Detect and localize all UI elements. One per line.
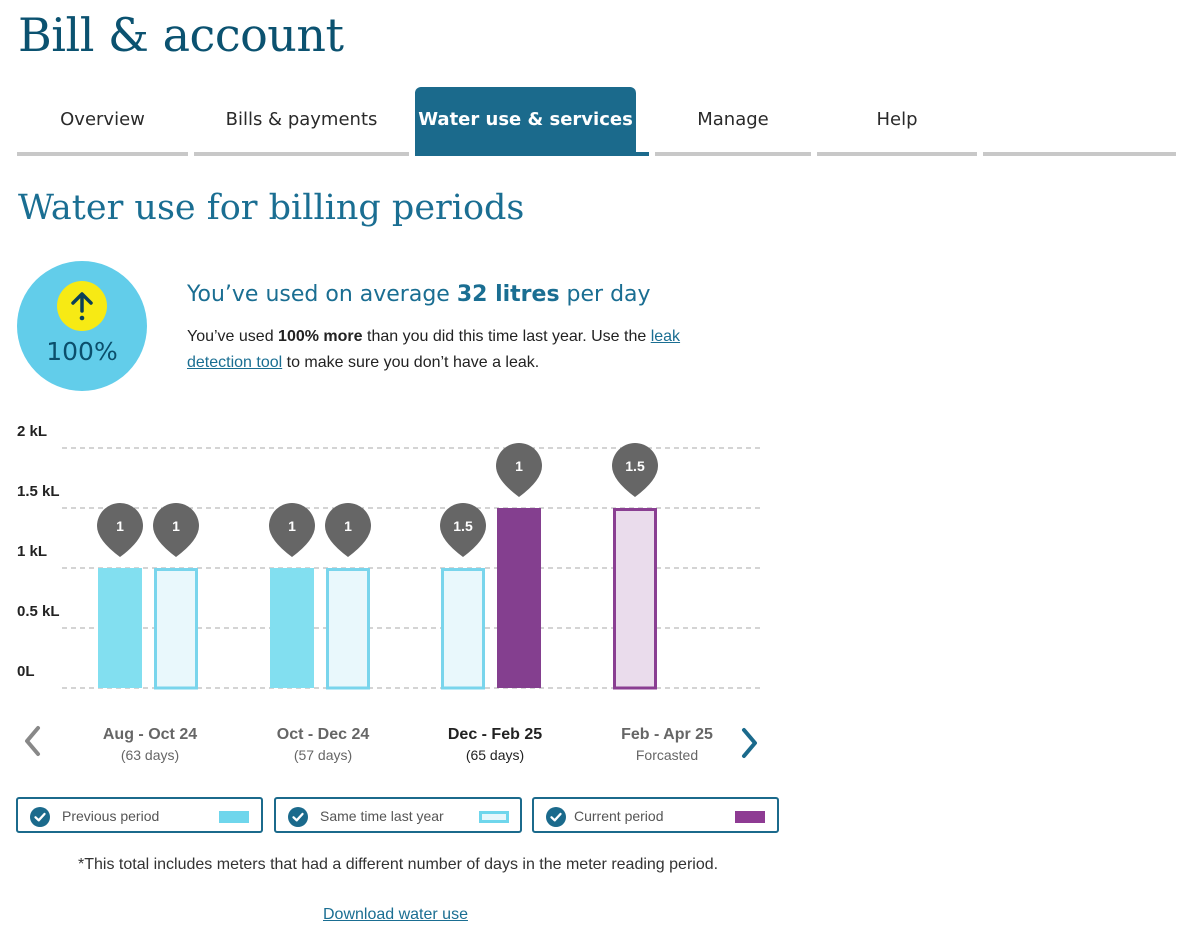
bar-same-time-last-year xyxy=(441,568,485,690)
avg-prefix: You’ve used on average xyxy=(187,282,457,307)
compare-middle: than you did this time last year. Use th… xyxy=(362,328,651,345)
period-label-dec-feb: Dec - Feb 25 xyxy=(447,726,543,743)
bar-previous-period xyxy=(98,568,142,688)
y-tick-label: 2 kL xyxy=(17,423,47,440)
tab-bar: Overview Bills & payments Water use & se… xyxy=(0,86,1181,156)
value-marker xyxy=(496,443,542,497)
y-tick-label: 1 kL xyxy=(17,543,47,560)
chevron-right-icon xyxy=(742,728,757,758)
period-label-aug-oct: Aug - Oct 24 xyxy=(102,726,198,743)
compare-prefix: You’ve used xyxy=(187,328,279,345)
bar-same-time-last-year xyxy=(154,568,198,690)
legend-label: Current period xyxy=(574,808,664,824)
avg-value: 32 litres xyxy=(456,282,560,307)
data-label: 1 xyxy=(344,518,352,534)
page-title: Bill & account xyxy=(18,8,344,62)
tab-manage[interactable]: Manage xyxy=(655,86,811,156)
value-marker xyxy=(612,443,658,497)
value-marker xyxy=(325,503,371,557)
legend-swatch-current xyxy=(735,811,765,823)
period-label-feb-apr: Feb - Apr 25 xyxy=(621,726,713,743)
y-tick-label: 0.5 kL xyxy=(17,603,60,620)
tab-overview[interactable]: Overview xyxy=(17,86,188,156)
usage-change-badge: 100% xyxy=(17,261,147,391)
bar-same-time-last-year xyxy=(326,568,370,690)
period-days-aug-oct: (63 days) xyxy=(120,747,180,763)
download-water-use-link[interactable]: Download water use xyxy=(323,906,468,923)
legend-label: Previous period xyxy=(62,808,160,824)
section-title: Water use for billing periods xyxy=(18,188,525,228)
legend-swatch-previous xyxy=(219,811,249,823)
y-tick-label: 1.5 kL xyxy=(17,483,60,500)
period-label-oct-dec: Oct - Dec 24 xyxy=(276,726,370,743)
period-days-dec-feb: (65 days) xyxy=(465,747,525,763)
data-label: 1 xyxy=(172,518,180,534)
data-label: 1.5 xyxy=(625,458,645,474)
legend-previous-period[interactable]: Previous period xyxy=(16,797,263,833)
bar-current-period xyxy=(497,508,541,688)
data-label: 1.5 xyxy=(453,518,473,534)
arrow-up-icon xyxy=(57,281,107,331)
compare-suffix: to make sure you don’t have a leak. xyxy=(282,354,540,371)
bar-previous-period xyxy=(270,568,314,688)
compare-bold: 100% more xyxy=(278,328,363,345)
leak-detection-link[interactable]: leak detection tool xyxy=(187,328,681,371)
check-icon xyxy=(546,807,566,827)
data-label: 1 xyxy=(116,518,124,534)
value-marker xyxy=(153,503,199,557)
check-icon xyxy=(288,807,308,827)
tab-spacer xyxy=(983,86,1176,156)
period-forecast-label: Forcasted xyxy=(635,747,699,763)
average-usage-heading: You’ve used on average 32 litres per day xyxy=(187,282,651,307)
check-icon xyxy=(30,807,50,827)
value-marker xyxy=(269,503,315,557)
chevron-left-icon xyxy=(25,726,40,756)
period-days-oct-dec: (57 days) xyxy=(293,747,353,763)
chart-next-button[interactable] xyxy=(738,726,762,760)
value-marker xyxy=(97,503,143,557)
bar-forecast xyxy=(613,508,657,690)
badge-percentage: 100% xyxy=(46,337,118,366)
value-marker xyxy=(440,503,486,557)
chart-prev-button[interactable] xyxy=(20,724,44,758)
comparison-text: You’ve used 100% more than you did this … xyxy=(187,324,707,376)
data-label: 1 xyxy=(288,518,296,534)
tab-bills-payments[interactable]: Bills & payments xyxy=(194,86,409,156)
legend-swatch-same-time xyxy=(479,811,509,823)
legend-same-time-last-year[interactable]: Same time last year xyxy=(274,797,522,833)
avg-suffix: per day xyxy=(559,282,651,307)
legend-current-period[interactable]: Current period xyxy=(532,797,779,833)
footnote: *This total includes meters that had a d… xyxy=(78,856,719,873)
y-tick-label: 0L xyxy=(17,663,35,680)
water-use-chart: 2 kL 1.5 kL 1 kL 0.5 kL 0L 1 1 1 1 1.5 1 1.5 xyxy=(17,423,760,690)
legend-label: Same time last year xyxy=(320,808,444,824)
tab-water-use-services[interactable]: Water use & services xyxy=(415,87,636,156)
data-label: 1 xyxy=(515,458,523,474)
tab-help[interactable]: Help xyxy=(817,86,977,156)
tab-active-underline xyxy=(636,152,649,156)
